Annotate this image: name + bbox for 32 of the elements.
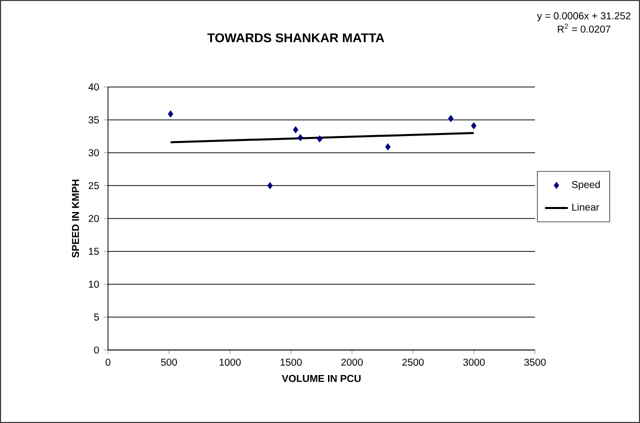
y-tick-label: 30	[88, 149, 99, 156]
point	[168, 110, 174, 118]
x-tick-label: 2000	[341, 358, 363, 366]
x-tick-label: 3500	[524, 358, 546, 366]
point	[298, 134, 304, 142]
y-tick-label: 35	[88, 116, 99, 124]
x-tick-label: 500	[161, 358, 177, 366]
point	[292, 126, 298, 134]
y-tick-label: 40	[88, 83, 99, 91]
point	[317, 135, 322, 142]
point	[267, 182, 273, 190]
legend-label: Linear	[572, 203, 600, 211]
point	[448, 115, 454, 122]
y-tick-label: 0	[94, 346, 99, 354]
legend-label: Speed	[572, 180, 600, 190]
chart-title: TOWARDS SHANKAR MATTA	[207, 33, 384, 42]
x-tick-label: 1500	[280, 358, 302, 366]
y-tick-label: 5	[94, 314, 99, 321]
y-tick-label: 15	[88, 248, 99, 255]
y-axis-title: SPEED IN KMPH	[72, 180, 80, 258]
y-tick-label: 25	[88, 182, 99, 190]
x-axis-title: VOLUME IN PCU	[282, 374, 361, 382]
x-tick-label: 2500	[402, 358, 424, 366]
point	[385, 143, 391, 150]
x-tick-label: 3000	[463, 358, 485, 366]
x-tick-label: 1000	[220, 358, 241, 366]
text: R$^{2}$ = 0.0207	[558, 24, 610, 33]
point	[471, 122, 476, 130]
y-tick-label: 20	[88, 214, 99, 222]
text: y = 0.0006x + 31.252	[537, 12, 630, 22]
x-tick-label: 0	[106, 358, 110, 366]
y-tick-label: 10	[88, 280, 99, 288]
